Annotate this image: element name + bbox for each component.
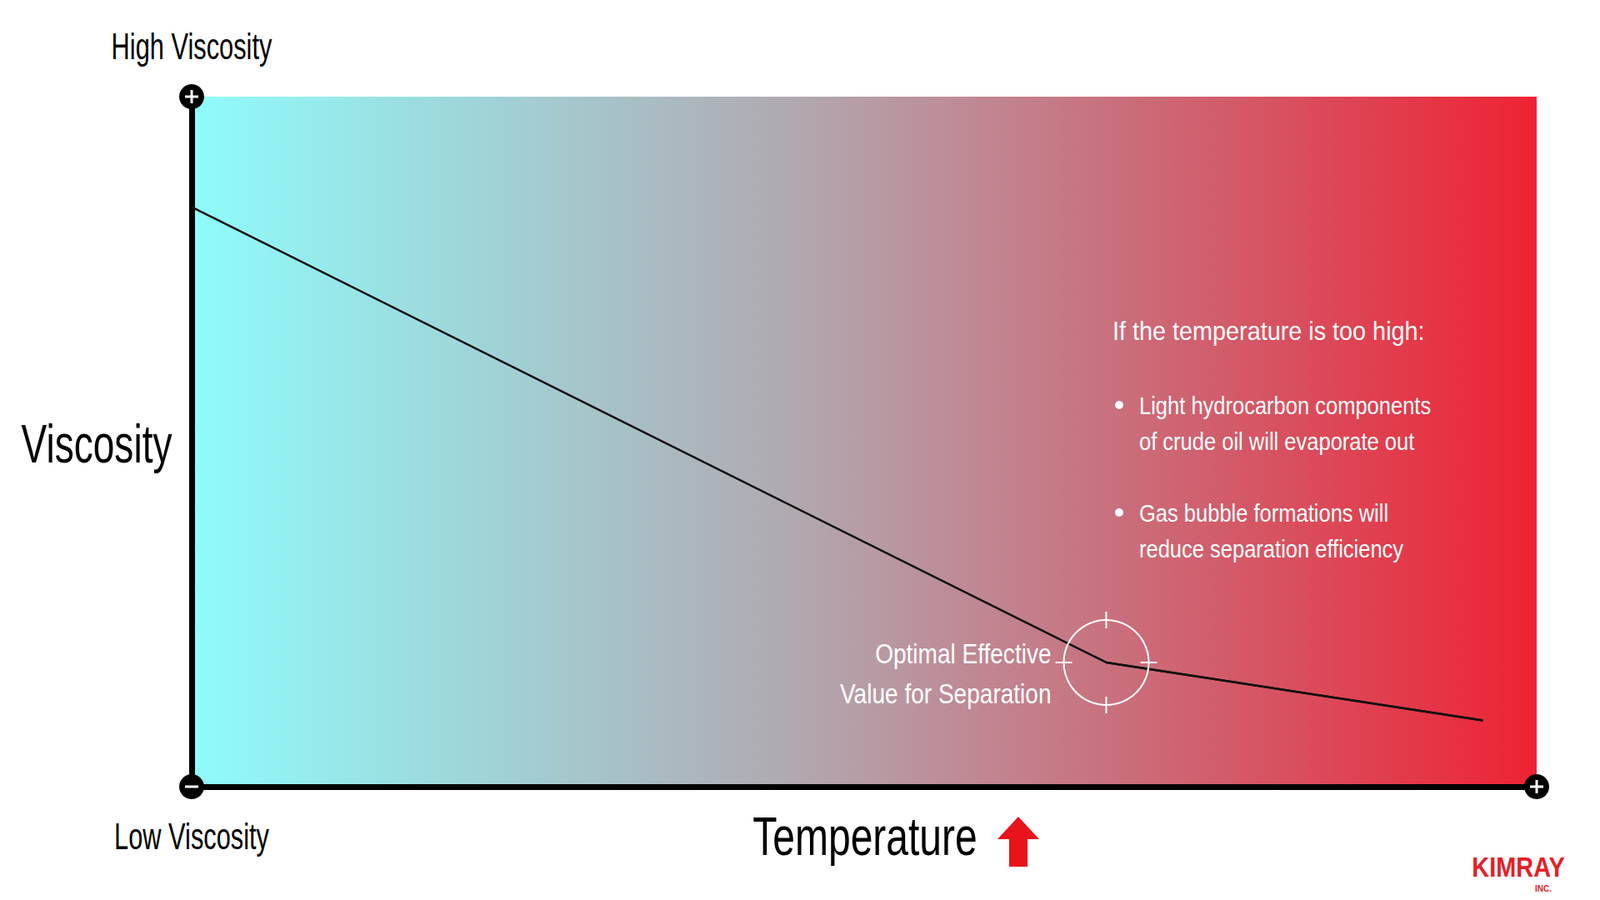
svg-text:High Viscosity: High Viscosity: [111, 26, 273, 68]
svg-text:KIMRAY: KIMRAY: [1471, 850, 1565, 884]
svg-text:reduce separation efficiency: reduce separation efficiency: [1139, 535, 1404, 563]
svg-text:Low Viscosity: Low Viscosity: [114, 816, 270, 858]
svg-text:Temperature: Temperature: [752, 806, 977, 866]
svg-text:Light hydrocarbon components: Light hydrocarbon components: [1139, 391, 1431, 420]
svg-text:of crude oil will evaporate ou: of crude oil will evaporate out: [1139, 427, 1415, 455]
svg-text:INC.: INC.: [1535, 884, 1552, 894]
svg-text:Value for Separation: Value for Separation: [840, 678, 1052, 710]
svg-text:Optimal Effective: Optimal Effective: [875, 638, 1051, 670]
svg-text:Gas bubble formations will: Gas bubble formations will: [1139, 499, 1389, 527]
svg-text:If the temperature is too high: If the temperature is too high:: [1112, 315, 1425, 346]
svg-text:Viscosity: Viscosity: [21, 414, 173, 474]
